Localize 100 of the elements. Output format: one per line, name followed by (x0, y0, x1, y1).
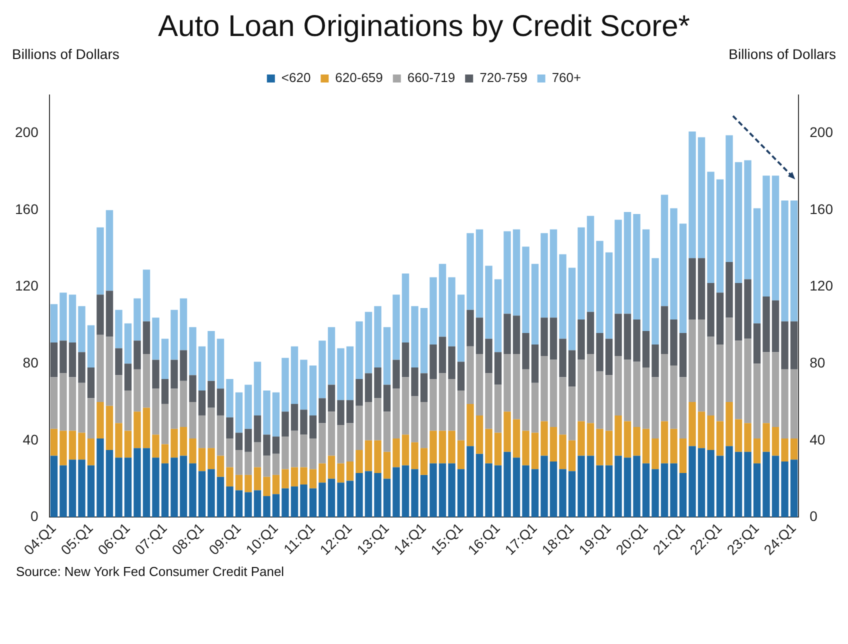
bar (198, 415, 206, 448)
bar (550, 360, 558, 427)
bar (605, 252, 613, 339)
bar (189, 463, 196, 518)
bar (244, 384, 252, 429)
bar (152, 360, 160, 389)
bar (633, 320, 640, 362)
bar (115, 375, 122, 424)
bar (318, 482, 326, 518)
bar (540, 318, 548, 356)
bar (300, 434, 308, 468)
y-axis-title: Billions of Dollars (12, 46, 120, 62)
bar (309, 488, 317, 518)
bar (198, 390, 206, 416)
bar (309, 438, 317, 470)
bar (328, 412, 336, 456)
bar (216, 388, 224, 416)
bar (216, 415, 224, 456)
bar (364, 373, 372, 402)
y2-tick-label: 0 (810, 508, 818, 524)
y-tick-label: 0 (30, 508, 39, 524)
bar (466, 404, 474, 446)
bar (328, 456, 336, 479)
bar (346, 462, 354, 481)
y2-tick-label: 40 (810, 431, 826, 448)
bar (87, 325, 95, 368)
bar (161, 444, 169, 464)
bar (753, 463, 761, 518)
bar (448, 346, 456, 379)
bar (170, 458, 178, 518)
bar (698, 320, 706, 412)
bar (170, 388, 178, 429)
bar (337, 400, 344, 426)
bar (605, 430, 613, 466)
bar (300, 484, 308, 518)
legend-label: 760+ (552, 70, 582, 86)
bar (134, 340, 141, 370)
bar (540, 356, 548, 422)
bar (87, 367, 95, 398)
bar (652, 438, 659, 470)
bar (254, 415, 262, 442)
bar (244, 474, 252, 492)
bar (392, 438, 400, 468)
bar (374, 367, 382, 398)
bar (272, 392, 280, 437)
bar (106, 290, 114, 337)
bar (614, 356, 622, 416)
bar (438, 336, 446, 374)
bar (660, 463, 668, 518)
bar (504, 412, 511, 452)
bar (244, 428, 252, 452)
bar (762, 423, 770, 452)
bar (772, 300, 780, 352)
bar (652, 258, 659, 344)
bar (402, 434, 410, 466)
bar (522, 332, 530, 370)
bar (633, 456, 640, 518)
bar (170, 310, 178, 360)
bar (466, 346, 474, 404)
bar (605, 338, 613, 376)
bar (448, 277, 456, 346)
bar (142, 321, 150, 354)
bar (254, 362, 262, 416)
bar (476, 454, 484, 518)
bar (485, 266, 492, 339)
bar (226, 486, 234, 518)
bar (216, 476, 224, 518)
bar (309, 415, 317, 438)
bar (753, 364, 761, 438)
bar (346, 480, 354, 518)
bar (106, 210, 114, 291)
bar (753, 438, 761, 464)
bar (624, 360, 632, 422)
bar (411, 367, 418, 396)
bar (660, 354, 668, 422)
bar (124, 323, 132, 364)
bar (50, 304, 58, 343)
bar (142, 354, 150, 408)
bar (189, 438, 196, 464)
bar (198, 448, 206, 472)
bar (512, 354, 520, 420)
bar (235, 474, 243, 490)
y-tick-label: 200 (15, 124, 39, 140)
bar (716, 292, 724, 344)
bar (550, 229, 558, 318)
bar (392, 388, 400, 438)
bar (707, 172, 714, 284)
y-tick-label: 160 (15, 200, 39, 217)
bar (337, 482, 344, 518)
bar (540, 456, 548, 518)
bar (734, 340, 742, 420)
bar (87, 398, 95, 438)
bar (318, 463, 326, 483)
bar (161, 338, 169, 379)
bar (596, 240, 604, 333)
bar (614, 415, 622, 456)
bar (226, 438, 234, 468)
bar (152, 318, 160, 360)
bar (180, 350, 188, 381)
bar (244, 452, 252, 475)
